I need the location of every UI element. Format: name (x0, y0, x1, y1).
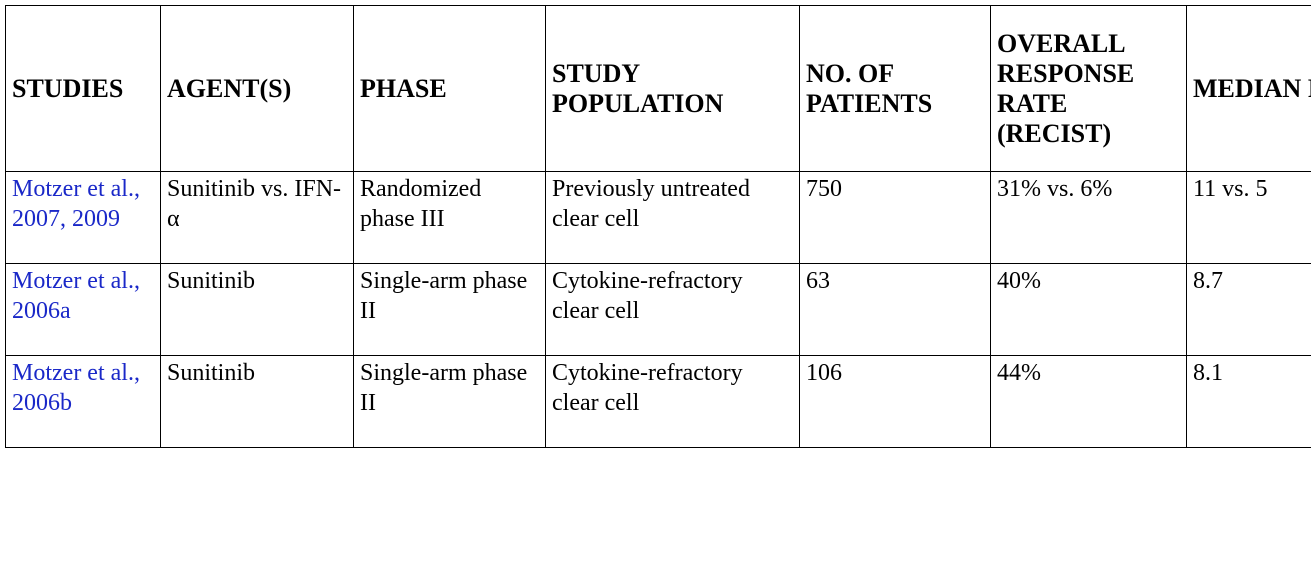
table-row: Motzer et al., 2006b Sunitinib Single-ar… (5, 355, 1311, 448)
population-cell: Cytokine-refractory clear cell (545, 355, 800, 448)
study-link[interactable]: Motzer et al., 2006b (12, 360, 140, 416)
studies-table: STUDIES AGENT(S) PHASE STUDY POPULATION … (5, 5, 1311, 448)
header-median-pfs: MEDIAN PFS (MONTHS) (1186, 5, 1311, 172)
pfs-cell: 8.1 (1186, 355, 1311, 448)
table-row: Motzer et al., 2007, 2009 Sunitinib vs. … (5, 171, 1311, 264)
study-cell: Motzer et al., 2006a (5, 263, 161, 356)
study-link[interactable]: Motzer et al., 2006a (12, 268, 140, 324)
header-row: STUDIES AGENT(S) PHASE STUDY POPULATION … (5, 5, 1311, 172)
study-cell: Motzer et al., 2006b (5, 355, 161, 448)
header-phase: PHASE (353, 5, 546, 172)
phase-cell: Single-arm phase II (353, 355, 546, 448)
header-agents: AGENT(S) (160, 5, 354, 172)
patients-cell: 63 (799, 263, 991, 356)
orr-cell: 44% (990, 355, 1187, 448)
orr-cell: 31% vs. 6% (990, 171, 1187, 264)
header-study-population: STUDY POPULATION (545, 5, 800, 172)
phase-cell: Single-arm phase II (353, 263, 546, 356)
agents-cell: Sunitinib (160, 355, 354, 448)
header-no-of-patients: NO. OF PATIENTS (799, 5, 991, 172)
study-cell: Motzer et al., 2007, 2009 (5, 171, 161, 264)
orr-cell: 40% (990, 263, 1187, 356)
patients-cell: 106 (799, 355, 991, 448)
agents-cell: Sunitinib (160, 263, 354, 356)
patients-cell: 750 (799, 171, 991, 264)
population-cell: Cytokine-refractory clear cell (545, 263, 800, 356)
population-cell: Previously untreated clear cell (545, 171, 800, 264)
phase-cell: Randomized phase III (353, 171, 546, 264)
agents-cell: Sunitinib vs. IFN-α (160, 171, 354, 264)
table-row: Motzer et al., 2006a Sunitinib Single-ar… (5, 263, 1311, 356)
study-link[interactable]: Motzer et al., 2007, 2009 (12, 176, 140, 232)
pfs-cell: 11 vs. 5 (1186, 171, 1311, 264)
header-studies: STUDIES (5, 5, 161, 172)
header-overall-response-rate: OVERALL RESPONSE RATE (RECIST) (990, 5, 1187, 172)
pfs-cell: 8.7 (1186, 263, 1311, 356)
